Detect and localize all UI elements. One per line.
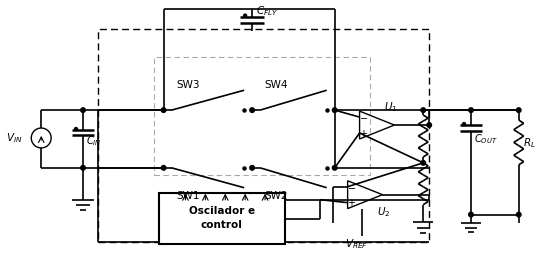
Circle shape	[517, 212, 521, 217]
Text: $-$: $-$	[347, 182, 356, 192]
Circle shape	[427, 123, 432, 127]
Text: SW4: SW4	[264, 80, 288, 90]
Text: SW3: SW3	[177, 80, 200, 90]
Bar	[153, 57, 369, 175]
Circle shape	[469, 108, 473, 112]
Bar	[98, 29, 429, 243]
Bar	[158, 193, 285, 244]
Circle shape	[243, 14, 247, 17]
Circle shape	[81, 166, 86, 170]
Text: $V_{REF}$: $V_{REF}$	[344, 237, 368, 251]
Text: $+$: $+$	[347, 197, 356, 208]
Text: $C_{IN}$: $C_{IN}$	[86, 134, 102, 148]
Text: SW1: SW1	[177, 191, 200, 201]
Text: $R_L$: $R_L$	[523, 136, 535, 150]
Circle shape	[81, 108, 86, 112]
Circle shape	[75, 128, 77, 131]
Circle shape	[250, 166, 254, 170]
Circle shape	[463, 122, 465, 125]
Text: $-$: $-$	[359, 112, 368, 122]
Circle shape	[517, 108, 521, 112]
Circle shape	[31, 128, 51, 148]
Circle shape	[161, 166, 166, 170]
Text: $+$: $+$	[359, 128, 368, 139]
Text: $V_{IN}$: $V_{IN}$	[7, 131, 23, 145]
Text: $C_{OUT}$: $C_{OUT}$	[474, 132, 498, 146]
Circle shape	[332, 166, 337, 170]
Text: control: control	[201, 219, 243, 229]
Text: Oscilador e: Oscilador e	[189, 206, 255, 215]
Circle shape	[250, 108, 254, 112]
Circle shape	[421, 161, 426, 165]
Text: SW2: SW2	[264, 191, 288, 201]
Circle shape	[332, 108, 337, 112]
Circle shape	[421, 108, 426, 112]
Text: $U_1$: $U_1$	[384, 100, 398, 114]
Circle shape	[469, 212, 473, 217]
Circle shape	[161, 108, 166, 112]
Text: $C_{FLY}$: $C_{FLY}$	[256, 4, 278, 17]
Text: $U_2$: $U_2$	[378, 206, 391, 219]
